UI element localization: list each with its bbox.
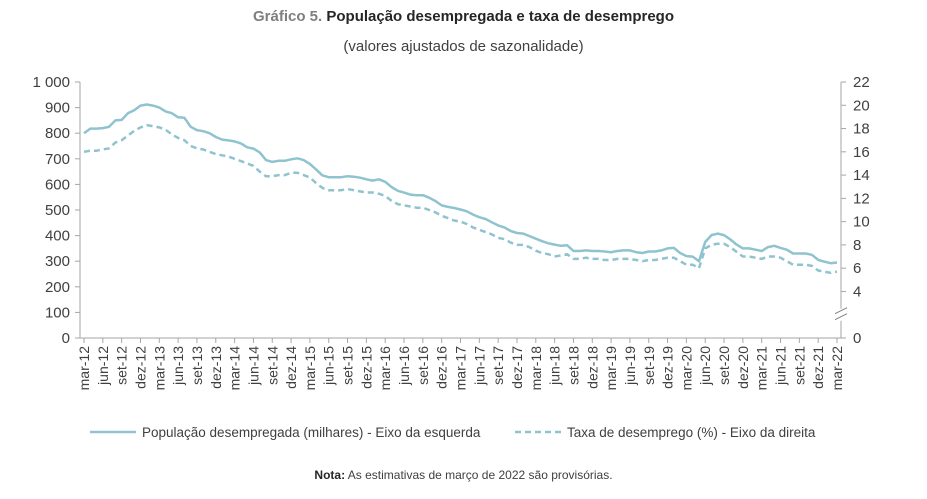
y-left-tick-label: 600	[45, 176, 70, 193]
x-tick-label: set-21	[791, 346, 807, 385]
x-tick-label: jun-15	[321, 346, 337, 386]
x-tick-label: set-15	[340, 346, 356, 385]
y-right-tick-label: 16	[853, 144, 870, 161]
y-left-tick-label: 400	[45, 228, 70, 245]
y-left-tick-label: 700	[45, 151, 70, 168]
x-tick-label: set-19	[641, 346, 657, 385]
y-right-tick-label: 0	[853, 330, 861, 347]
x-tick-label: jun-21	[773, 346, 789, 386]
chart-note: Nota: As estimativas de março de 2022 sã…	[0, 468, 927, 482]
x-tick-label: dez-13	[208, 346, 224, 389]
x-tick-label: mar-12	[76, 346, 92, 391]
x-tick-label: jun-13	[170, 346, 186, 386]
chart-title: Gráfico 5. População desempregada e taxa…	[0, 8, 927, 25]
y-right-tick-label: 22	[853, 74, 870, 91]
x-tick-label: set-14	[264, 346, 280, 385]
x-tick-label: mar-16	[377, 346, 393, 391]
y-left-tick-label: 200	[45, 279, 70, 296]
series-line-2	[83, 123, 838, 275]
chart-subtitle: (valores ajustados de sazonalidade)	[343, 38, 584, 55]
y-right-tick-label: 12	[853, 190, 870, 207]
x-tick-label: jun-14	[245, 346, 261, 386]
x-tick-label: dez-17	[509, 346, 525, 389]
x-tick-label: jun-17	[471, 346, 487, 386]
x-tick-label: mar-15	[302, 346, 318, 391]
x-tick-label: mar-17	[453, 346, 469, 391]
x-tick-label: set-12	[114, 346, 130, 385]
x-tick-label: dez-12	[132, 346, 148, 389]
note-text: As estimativas de março de 2022 são prov…	[347, 468, 613, 482]
y-left-tick-label: 500	[45, 202, 70, 219]
legend-label-2: Taxa de desemprego (%) - Eixo da direita	[567, 425, 816, 440]
x-tick-label: set-18	[565, 346, 581, 385]
y-left-tick-label: 300	[45, 253, 70, 270]
x-tick-label: dez-18	[584, 346, 600, 389]
x-tick-label: dez-14	[283, 346, 299, 389]
axis-break-mark	[834, 307, 848, 315]
x-tick-label: dez-19	[660, 346, 676, 389]
y-right-tick-label: 20	[853, 97, 870, 114]
x-tick-label: mar-18	[528, 346, 544, 391]
y-left-tick-label: 0	[62, 330, 70, 347]
x-tick-label: jun-12	[95, 346, 111, 386]
chart-title-text: População desempregada e taxa de desempr…	[326, 8, 674, 25]
y-right-tick-label: 18	[853, 121, 870, 138]
x-tick-label: jun-18	[547, 346, 563, 386]
y-left-tick-label: 1 000	[32, 74, 70, 91]
series-line-1	[83, 103, 838, 265]
x-tick-label: mar-20	[678, 346, 694, 391]
x-tick-label: set-17	[490, 346, 506, 385]
y-left-tick-label: 900	[45, 100, 70, 117]
x-tick-label: dez-20	[735, 346, 751, 389]
x-tick-label: mar-19	[603, 346, 619, 391]
axis-break-mark	[834, 313, 848, 321]
x-tick-label: mar-22	[829, 346, 845, 391]
legend-label-1: População desempregada (milhares) - Eixo…	[142, 425, 481, 440]
y-right-tick-label: 14	[853, 167, 870, 184]
y-left-tick-label: 800	[45, 125, 70, 142]
y-right-tick-label: 4	[853, 283, 861, 300]
x-tick-label: jun-20	[697, 346, 713, 386]
x-tick-label: jun-16	[396, 346, 412, 386]
y-right-tick-label: 8	[853, 237, 861, 254]
note-label: Nota:	[314, 468, 346, 482]
x-tick-label: dez-15	[358, 346, 374, 389]
y-left-tick-label: 100	[45, 304, 70, 321]
x-tick-label: mar-21	[754, 346, 770, 391]
x-tick-label: dez-16	[434, 346, 450, 389]
x-tick-label: mar-14	[227, 346, 243, 391]
x-tick-label: jun-19	[622, 346, 638, 386]
x-tick-label: set-20	[716, 346, 732, 385]
chart-title-prefix: Gráfico 5.	[252, 8, 323, 25]
x-tick-label: mar-13	[151, 346, 167, 391]
x-tick-label: set-13	[189, 346, 205, 385]
x-tick-label: dez-21	[810, 346, 826, 389]
y-right-tick-label: 6	[853, 260, 861, 277]
chart: 0 100 200 300 400 500 600 700 800 900 1 000 0 4 6 8 10 1…	[32, 74, 870, 440]
y-right-tick-label: 10	[853, 214, 870, 231]
x-tick-label: set-16	[415, 346, 431, 385]
